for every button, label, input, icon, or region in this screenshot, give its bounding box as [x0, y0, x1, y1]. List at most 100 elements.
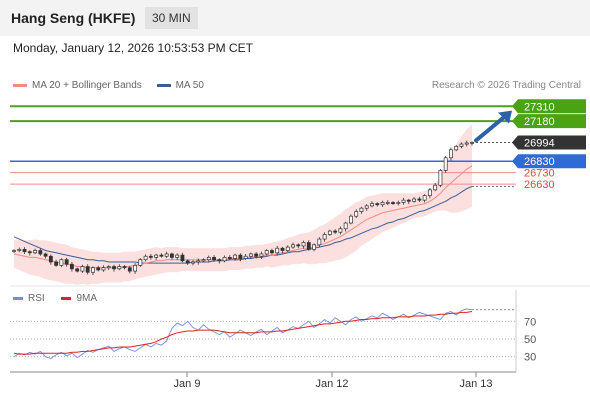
candle-body: [338, 228, 343, 233]
candle-body: [59, 259, 64, 266]
legend-9ma: 9MA: [61, 293, 97, 304]
level-label-26994: 26994: [512, 135, 586, 150]
candle-body: [443, 157, 448, 171]
candle-body: [285, 246, 290, 251]
candle-body: [401, 199, 406, 203]
candle-body: [80, 266, 85, 272]
candle-body: [349, 215, 353, 224]
rsi-ma-line: [13, 311, 473, 355]
candle-body: [22, 249, 27, 253]
legend-ma20: MA 20 + Bollinger Bands: [13, 80, 142, 91]
legend-rsi-label: RSI: [28, 293, 45, 304]
candle-body: [375, 203, 380, 206]
candle-body: [91, 267, 95, 273]
candle-body: [327, 230, 332, 235]
chart-header: Hang Seng (HKFE) 30 MIN: [0, 0, 590, 36]
rsi-ma-swatch: [61, 296, 72, 300]
candle-body: [370, 203, 374, 207]
timeframe-badge[interactable]: 30 MIN: [145, 7, 198, 29]
candle-body: [106, 266, 111, 269]
candle-body: [396, 202, 401, 204]
candle-body: [54, 261, 59, 266]
candle-body: [333, 230, 338, 233]
level-label-text: 26994: [524, 137, 555, 149]
candle-body: [406, 199, 411, 202]
candle-body: [185, 260, 190, 264]
candle-body: [422, 195, 427, 201]
x-tick-label: Jan 13: [459, 378, 492, 390]
candle-body: [159, 254, 164, 257]
candle-body: [96, 267, 101, 271]
candle-body: [38, 250, 43, 255]
candle-body: [227, 257, 232, 259]
candle-body: [343, 222, 348, 230]
x-tick-label: Jan 9: [174, 378, 201, 390]
candle-body: [359, 207, 364, 212]
candle-body: [212, 257, 216, 261]
rsi-tick-label: 30: [524, 352, 536, 364]
candle-body: [259, 253, 264, 257]
level-label-text: 26630: [524, 179, 555, 191]
candle-body: [122, 266, 127, 269]
candle-body: [238, 254, 243, 259]
candle-body: [127, 267, 132, 272]
candle-body: [64, 259, 69, 265]
candle-body: [33, 250, 37, 254]
candle-body: [243, 255, 248, 259]
candle-body: [312, 244, 316, 250]
legend-ma50: MA 50: [156, 80, 204, 91]
candle-body: [380, 202, 385, 206]
candle-body: [112, 266, 116, 270]
candle-body: [391, 202, 395, 204]
ma50-line: [13, 185, 473, 264]
level-label-bg: [512, 99, 586, 114]
research-credit: Research © 2026 Trading Central: [431, 80, 581, 91]
candle-body: [133, 265, 137, 272]
chart-datetime: Monday, January 12, 2026 10:53:53 PM CET: [13, 41, 253, 55]
candle-body: [101, 267, 106, 271]
candle-body: [233, 254, 238, 259]
candle-body: [85, 266, 90, 273]
candle-body: [43, 253, 48, 257]
candle-body: [148, 255, 153, 258]
level-label-26630: 26630: [524, 179, 555, 191]
candle-body: [322, 234, 327, 240]
candle-body: [48, 255, 53, 263]
legend-ma50-label: MA 50: [175, 80, 204, 91]
rsi-tick-label: 50: [524, 334, 536, 346]
candle-body: [69, 263, 74, 270]
candle-body: [143, 255, 148, 261]
level-label-text: 27310: [524, 101, 555, 113]
level-label-bg: [512, 114, 586, 129]
level-label-27180: 27180: [512, 114, 586, 129]
rsi-legend: RSI 9MA: [13, 293, 111, 304]
ma20-line: [13, 165, 473, 269]
candle-body: [433, 184, 438, 191]
instrument-title: Hang Seng (HKFE): [11, 10, 136, 26]
forecast-arrow-head: [498, 110, 512, 124]
candle-body: [427, 189, 432, 196]
candle-body: [364, 205, 369, 209]
candle-body: [191, 261, 195, 264]
candle-body: [275, 247, 280, 254]
candle-body: [464, 142, 469, 145]
candle-body: [27, 251, 32, 254]
candle-body: [291, 244, 295, 248]
level-label-26830: 26830: [512, 154, 586, 169]
candle-body: [164, 253, 169, 257]
candle-body: [248, 253, 253, 257]
candle-body: [270, 250, 274, 254]
candle-body: [201, 259, 206, 262]
candle-body: [154, 254, 159, 258]
level-label-text: 26830: [524, 156, 555, 168]
level-label-text: 26730: [524, 168, 555, 180]
forecast-arrow-shaft: [474, 113, 508, 143]
price-legend: MA 20 + Bollinger Bands MA 50: [13, 80, 216, 91]
candle-body: [317, 238, 322, 246]
candle-body: [170, 253, 174, 258]
candle-body: [12, 250, 16, 253]
candle-body: [117, 266, 122, 270]
candle-body: [454, 146, 459, 151]
candle-body: [17, 249, 22, 251]
